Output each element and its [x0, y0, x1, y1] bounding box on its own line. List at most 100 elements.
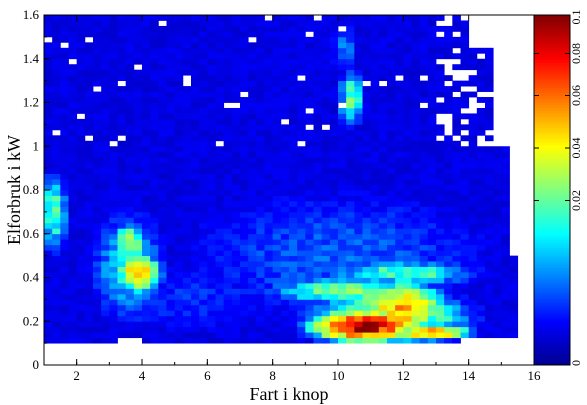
heatmap-cell — [395, 337, 404, 344]
heatmap-cell — [44, 25, 53, 32]
heatmap-cell — [452, 200, 461, 207]
heatmap-cell — [305, 321, 314, 328]
heatmap-cell — [305, 118, 314, 125]
heatmap-cell — [493, 222, 502, 229]
heatmap-cell — [313, 168, 323, 174]
heatmap-cell — [256, 200, 265, 207]
heatmap-cell — [166, 102, 176, 109]
heatmap-cell — [158, 113, 167, 120]
heatmap-cell — [93, 228, 102, 235]
heatmap-cell — [362, 222, 372, 229]
heatmap-cell — [436, 173, 445, 180]
heatmap-cell — [419, 118, 429, 125]
heatmap-cell — [444, 250, 453, 257]
heatmap-cell — [329, 179, 339, 185]
heatmap-cell — [117, 293, 127, 300]
heatmap-cell — [338, 31, 347, 38]
heatmap-cell — [321, 244, 331, 251]
heatmap-cell — [395, 272, 404, 278]
heatmap-cell — [338, 146, 347, 153]
heatmap-cell — [76, 135, 86, 142]
heatmap-cell — [387, 228, 396, 235]
heatmap-cell — [166, 332, 176, 339]
colorbar-segment — [534, 185, 570, 188]
heatmap-cell — [403, 140, 412, 147]
heatmap-cell — [395, 151, 404, 158]
heatmap-cell — [44, 113, 53, 120]
heatmap-cell — [313, 228, 323, 235]
heatmap-cell — [199, 304, 208, 311]
heatmap-cell — [117, 75, 127, 82]
heatmap-cell — [142, 310, 151, 317]
heatmap-cell — [125, 140, 135, 147]
heatmap-cell — [354, 64, 363, 71]
colorbar-segment — [534, 152, 570, 156]
heatmap-cell — [289, 206, 298, 213]
heatmap-cell — [329, 288, 339, 295]
heatmap-cell — [403, 211, 412, 218]
heatmap-cell — [485, 266, 494, 273]
heatmap-cell — [248, 261, 257, 267]
heatmap-cell — [476, 266, 486, 273]
heatmap-cell — [174, 25, 184, 32]
heatmap-cell — [313, 25, 323, 32]
heatmap-cell — [174, 315, 184, 322]
heatmap-cell — [272, 135, 282, 142]
heatmap-cell — [191, 80, 200, 87]
heatmap-cell — [403, 217, 412, 224]
heatmap-cell — [248, 266, 257, 273]
heatmap-cell — [436, 288, 445, 295]
colorbar-segment — [534, 170, 570, 173]
heatmap-cell — [150, 15, 159, 21]
heatmap-cell — [199, 266, 208, 273]
heatmap-cell — [240, 107, 249, 114]
heatmap-cell — [248, 206, 257, 213]
heatmap-cell — [452, 337, 461, 344]
heatmap-cell — [52, 206, 61, 213]
heatmap-cell — [93, 261, 102, 267]
heatmap-cell — [460, 20, 470, 27]
heatmap-cell — [68, 222, 78, 229]
heatmap-cell — [142, 140, 151, 147]
heatmap-cell — [158, 184, 167, 191]
heatmap-cell — [125, 31, 135, 38]
heatmap-cell — [248, 64, 257, 71]
heatmap-cell — [199, 239, 208, 246]
heatmap-cell — [509, 255, 519, 262]
heatmap-cell — [93, 75, 102, 82]
heatmap-cell — [387, 129, 396, 136]
heatmap-cell — [411, 36, 421, 43]
heatmap-cell — [264, 179, 274, 185]
heatmap-cell — [493, 282, 502, 289]
heatmap-cell — [264, 146, 274, 153]
heatmap-cell — [370, 195, 380, 202]
heatmap-cell — [231, 124, 241, 131]
heatmap-cell — [191, 113, 200, 120]
heatmap-cell — [125, 255, 135, 262]
heatmap-cell — [403, 266, 412, 273]
heatmap-cell — [109, 288, 118, 295]
heatmap-cell — [68, 228, 78, 235]
heatmap-cell — [403, 69, 412, 76]
heatmap-cell — [60, 69, 69, 76]
heatmap-cell — [109, 282, 118, 289]
heatmap-cell — [133, 239, 143, 246]
heatmap-cell — [411, 250, 421, 257]
heatmap-cell — [109, 304, 118, 311]
heatmap-cell — [60, 337, 69, 344]
heatmap-cell — [174, 113, 184, 120]
heatmap-cell — [150, 288, 159, 295]
heatmap-cell — [223, 31, 233, 38]
heatmap-cell — [378, 255, 388, 262]
colorbar-segment — [534, 122, 570, 126]
colorbar-segment — [534, 120, 570, 123]
heatmap-cell — [215, 42, 225, 49]
heatmap-cell — [370, 211, 380, 218]
heatmap-cell — [444, 107, 453, 114]
heatmap-cell — [272, 255, 282, 262]
heatmap-cell — [280, 293, 290, 300]
heatmap-cell — [338, 233, 347, 240]
heatmap-cell — [460, 282, 470, 289]
heatmap-cell — [207, 190, 216, 196]
heatmap-cell — [411, 124, 421, 131]
